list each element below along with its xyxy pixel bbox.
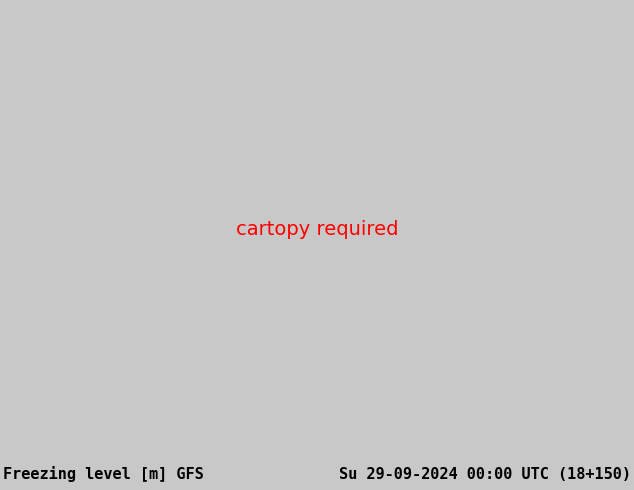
Text: cartopy required: cartopy required xyxy=(236,220,398,239)
Text: Su 29-09-2024 00:00 UTC (18+150): Su 29-09-2024 00:00 UTC (18+150) xyxy=(339,466,631,482)
Text: Freezing level [m] GFS: Freezing level [m] GFS xyxy=(3,466,204,482)
